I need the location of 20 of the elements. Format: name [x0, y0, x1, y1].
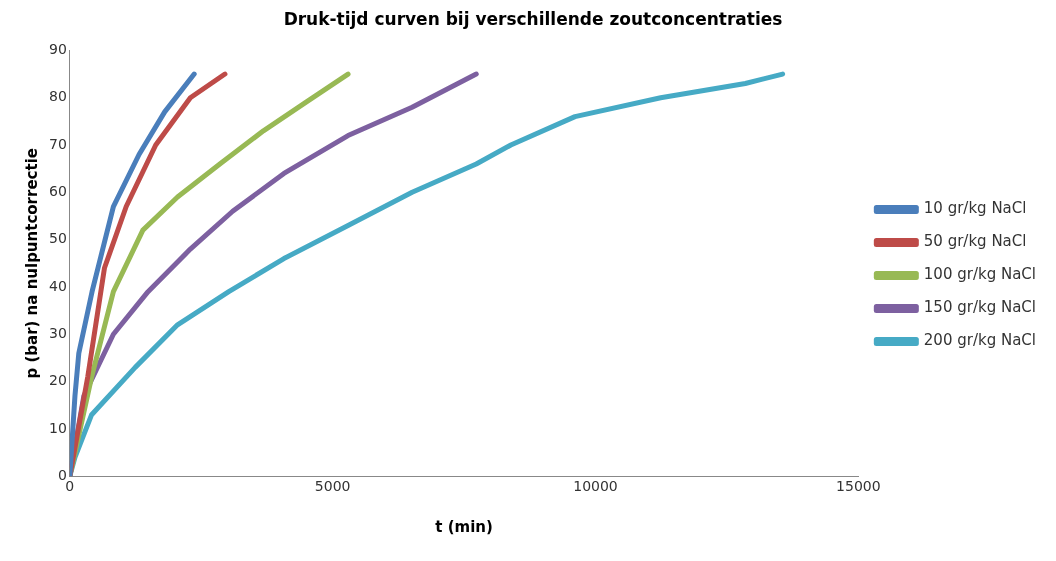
y-tick-label: 50: [48, 230, 67, 247]
y-tick-label: 80: [48, 88, 67, 105]
y-tick-label: 10: [48, 419, 67, 436]
y-axis-title: p (bar) na nulpuntcorrectie: [22, 148, 41, 379]
y-tick-label: 60: [48, 182, 67, 199]
legend-label: 150 gr/kg NaCl: [923, 298, 1036, 317]
x-tick-label: 5000: [314, 478, 351, 495]
legend-label: 100 gr/kg NaCl: [923, 265, 1036, 284]
x-axis-title: t (min): [435, 517, 493, 536]
x-tick-label: 10000: [573, 478, 618, 495]
y-tick-label: 30: [48, 324, 67, 341]
legend-label: 200 gr/kg NaCl: [923, 331, 1036, 350]
x-tick-label: 15000: [836, 478, 881, 495]
y-tick-label: 40: [48, 277, 67, 294]
y-tick-label: 70: [48, 135, 67, 152]
legend-label: 50 gr/kg NaCl: [923, 232, 1027, 251]
y-tick-label: 20: [48, 372, 67, 389]
y-tick-label: 90: [48, 41, 67, 58]
legend-label: 10 gr/kg NaCl: [923, 199, 1027, 218]
chart-title: Druk-tijd curven bij verschillende zoutconcentraties: [283, 8, 783, 29]
